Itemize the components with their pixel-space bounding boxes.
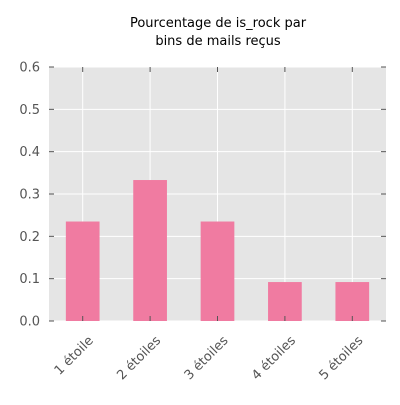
y-tick-label: 0.1	[19, 272, 40, 287]
y-tick-label: 0.3	[19, 188, 40, 203]
y-tick-label: 0.5	[19, 103, 40, 118]
bar-3	[200, 221, 235, 321]
y-tick-label: 0.4	[19, 145, 40, 160]
x-tick-labels: 1 étoile 2 étoiles 3 étoiles 4 étoiles 5 éto…	[52, 333, 367, 383]
x-tick-label: 4 étoiles	[249, 333, 299, 383]
bar-1	[65, 221, 100, 321]
x-tick-label: 3 étoiles	[182, 333, 232, 383]
tick-marks	[49, 66, 386, 322]
chart-title-line-1: Pourcentage de is_rock par	[130, 16, 307, 31]
y-tick-label: 0.2	[19, 230, 40, 245]
x-tick-label: 2 étoiles	[114, 333, 164, 383]
bar-4	[268, 282, 302, 321]
chart-title-line-2: bins de mails reçus	[155, 34, 281, 49]
bar-2	[133, 180, 167, 321]
bars	[65, 180, 370, 321]
y-tick-labels: 0.0 0.1 0.2 0.3 0.4 0.5 0.6	[19, 61, 40, 330]
y-tick-label: 0.0	[19, 315, 40, 330]
y-tick-label: 0.6	[19, 61, 40, 76]
x-tick-label: 1 étoile	[52, 333, 97, 378]
bar-5	[335, 282, 370, 321]
x-tick-label: 5 étoiles	[317, 333, 367, 383]
